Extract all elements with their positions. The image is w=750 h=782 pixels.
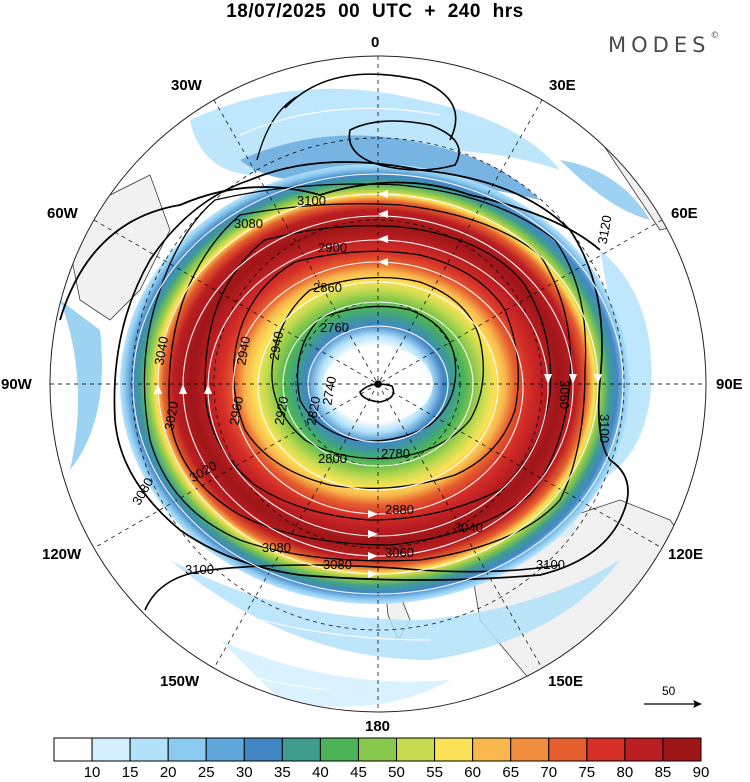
contour-label: 2940 bbox=[266, 330, 286, 361]
colorbar-tick-label: 55 bbox=[426, 764, 443, 781]
colorbar-tick-label: 45 bbox=[350, 764, 367, 781]
contour-label: 3120 bbox=[595, 214, 615, 245]
lon-label-30e: 30E bbox=[549, 77, 576, 94]
lon-label-30w: 30W bbox=[171, 77, 202, 94]
contour-label: 2880 bbox=[385, 502, 414, 517]
lon-label-60w: 60W bbox=[47, 205, 78, 222]
wind-vector-heads bbox=[154, 190, 602, 578]
contour-label: 3100 bbox=[185, 562, 214, 577]
map-boundary bbox=[49, 55, 707, 713]
colorbar-tick-label: 25 bbox=[197, 764, 215, 781]
lon-label-150e: 150E bbox=[548, 673, 584, 690]
geopotential-contours bbox=[59, 73, 629, 611]
lon-label-0: 0 bbox=[371, 34, 380, 51]
lon-label-150w: 150W bbox=[160, 673, 200, 690]
contour-label: 2920 bbox=[271, 395, 291, 426]
colorbar-tick-label: 75 bbox=[578, 764, 596, 781]
colorbar-tick-label: 15 bbox=[121, 764, 139, 781]
contour-label: 2740 bbox=[319, 375, 339, 406]
contour-label: 2760 bbox=[320, 320, 349, 335]
contour-label: 2780 bbox=[381, 446, 410, 461]
contour-labels: 3100 3080 3120 3060 3100 3040 3020 2960 … bbox=[129, 193, 614, 577]
colorbar-tick-label: 10 bbox=[83, 764, 101, 781]
contour-label: 3100 bbox=[597, 414, 612, 443]
contour-label: 2940 bbox=[233, 335, 253, 366]
lon-label-120e: 120E bbox=[668, 546, 704, 563]
contour-label: 3080 bbox=[234, 216, 263, 231]
contour-label: 3100 bbox=[297, 193, 326, 208]
lon-label-60e: 60E bbox=[671, 205, 698, 222]
colorbar-tick-label: 40 bbox=[312, 764, 329, 781]
reference-vector-label: 50 bbox=[662, 684, 676, 698]
colorbar-tick-label: 20 bbox=[159, 764, 177, 781]
colorbar-tick-label: 80 bbox=[616, 764, 634, 781]
contour-label: 3060 bbox=[385, 545, 414, 560]
colorbar-tick-label: 90 bbox=[692, 764, 710, 781]
contour-label: 3100 bbox=[536, 557, 565, 572]
colorbar-tick-label: 65 bbox=[502, 764, 520, 781]
contour-label: 2800 bbox=[318, 451, 347, 466]
lon-label-90e: 90E bbox=[716, 376, 743, 393]
contour-label: 3020 bbox=[161, 400, 181, 431]
contour-label: 3060 bbox=[557, 380, 572, 409]
contour-label: 2960 bbox=[226, 395, 246, 426]
lon-label-120w: 120W bbox=[42, 546, 82, 563]
colorbar-tick-label: 50 bbox=[388, 764, 405, 781]
brand-logo: MODES© bbox=[608, 31, 720, 57]
map-title: 18/07/2025 00 UTC + 240 hrs bbox=[226, 1, 524, 22]
contour-label: 3040 bbox=[151, 335, 171, 366]
lon-label-90w: 90W bbox=[1, 376, 32, 393]
contour-label: 2900 bbox=[318, 240, 347, 255]
colorbar-tick-label: 30 bbox=[235, 764, 253, 781]
contour-label: 3080 bbox=[262, 540, 291, 555]
contour-label: 2820 bbox=[303, 395, 323, 426]
colorbar-tick-label: 35 bbox=[274, 764, 291, 781]
contour-label: 3080 bbox=[323, 557, 352, 572]
reference-vector-arrow bbox=[644, 700, 702, 708]
colorbar-tick-label: 70 bbox=[540, 764, 558, 781]
colorbar-tick-label: 85 bbox=[654, 764, 672, 781]
contour-label: 2860 bbox=[313, 280, 342, 295]
lon-label-180: 180 bbox=[365, 718, 391, 735]
colorbar-tick-label: 60 bbox=[464, 764, 481, 781]
contour-label: 3040 bbox=[454, 520, 483, 535]
